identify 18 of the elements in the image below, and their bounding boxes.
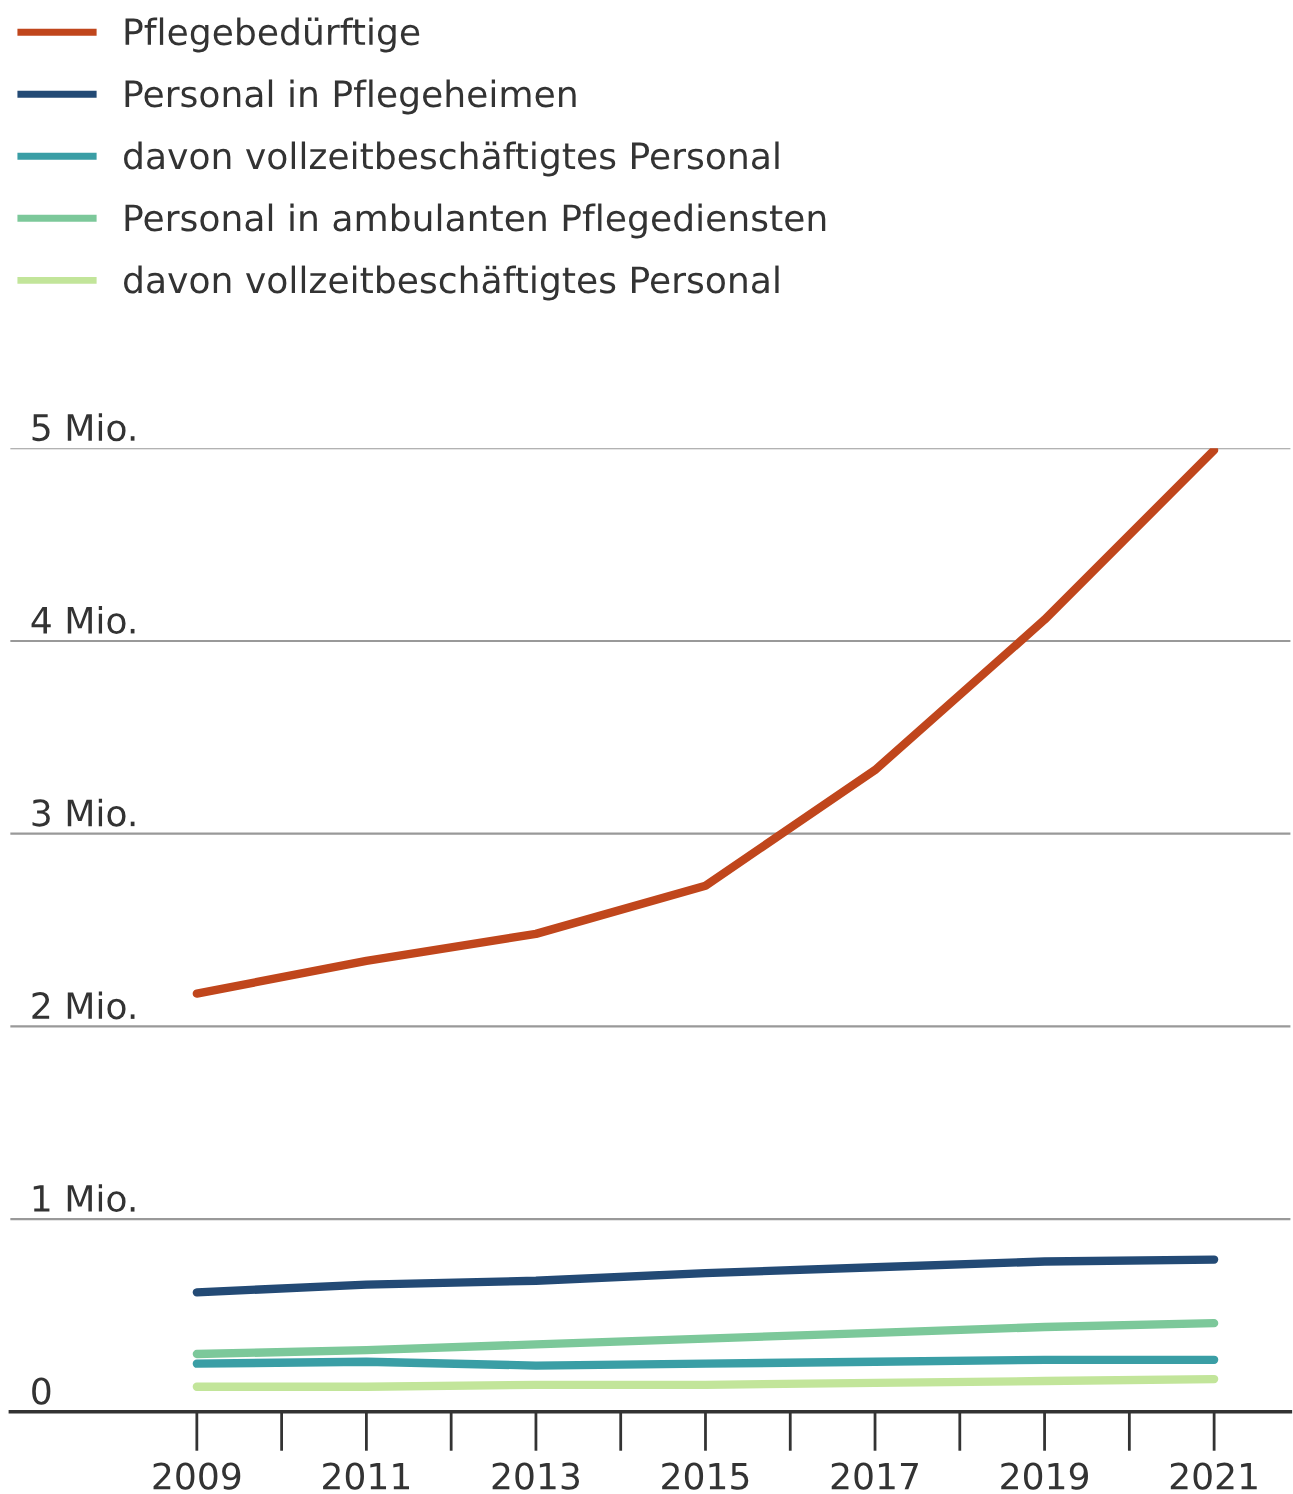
legend-label: Personal in Pflegeheimen xyxy=(125,79,576,115)
x-tick-label: 2011 xyxy=(323,1462,409,1490)
x-tick-label: 2017 xyxy=(831,1462,918,1490)
legend-label: davon vollzeitbeschäftigtes Personal xyxy=(124,141,779,177)
x-tick-label: 2013 xyxy=(492,1462,579,1490)
y-tick-label: 0 xyxy=(32,1377,51,1405)
y-tick-label: 1 Mio. xyxy=(33,1184,135,1213)
y-tick-label: 5 Mio. xyxy=(32,413,135,442)
x-tick-label: 2019 xyxy=(1001,1462,1088,1490)
legend-label: Pflegebedürftige xyxy=(125,17,420,53)
y-tick-label: 4 Mio. xyxy=(31,605,135,634)
legend-label: davon vollzeitbeschäftigtes Personal xyxy=(124,265,779,301)
y-tick-label: 3 Mio. xyxy=(32,798,135,827)
y-tick-label: 2 Mio. xyxy=(32,991,135,1020)
x-tick-label: 2015 xyxy=(662,1462,749,1490)
x-tick-label: 2009 xyxy=(153,1462,241,1490)
legend-label: Personal in ambulanten Pflegediensten xyxy=(125,203,826,239)
x-tick-label: 2021 xyxy=(1170,1462,1257,1490)
